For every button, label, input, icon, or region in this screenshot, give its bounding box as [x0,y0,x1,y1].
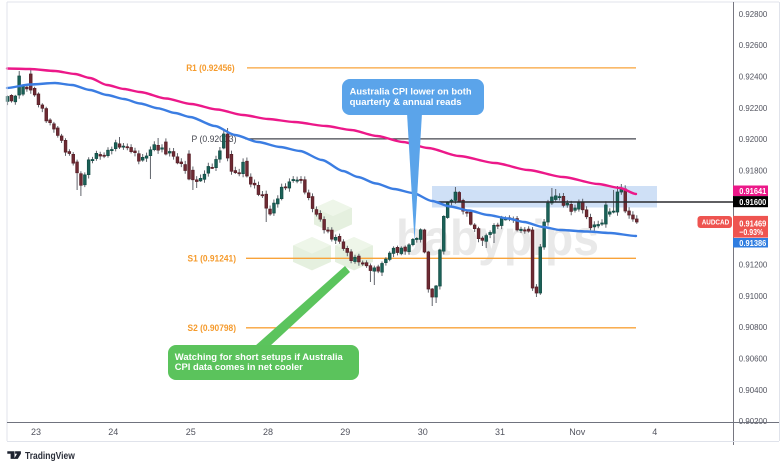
svg-text:0.91000: 0.91000 [739,291,768,301]
svg-text:0.90600: 0.90600 [739,354,768,364]
svg-text:0.91469: 0.91469 [739,218,766,228]
svg-text:30: 30 [418,427,428,437]
svg-text:0.91600: 0.91600 [739,197,766,207]
svg-text:0.90400: 0.90400 [739,385,768,395]
svg-text:Nov: Nov [569,427,586,437]
svg-text:0.92800: 0.92800 [739,9,768,19]
svg-text:Australia CPI lower on both: Australia CPI lower on both [350,87,472,98]
svg-text:0.92400: 0.92400 [739,72,768,82]
svg-text:S2 (0.90798): S2 (0.90798) [188,323,237,333]
svg-text:23: 23 [31,427,41,437]
svg-text:0.91200: 0.91200 [739,260,768,270]
svg-text:31: 31 [495,427,505,437]
svg-text:Watching for short setups if A: Watching for short setups if Australia [175,352,344,363]
svg-text:babypips: babypips [396,210,599,266]
svg-text:29: 29 [340,427,350,437]
svg-text:4: 4 [652,427,657,437]
svg-text:0.90200: 0.90200 [739,416,768,426]
svg-text:25: 25 [186,427,196,437]
svg-text:0.91641: 0.91641 [739,186,766,196]
svg-text:−0.93%: −0.93% [739,227,764,237]
svg-text:P (0.92003): P (0.92003) [192,134,237,144]
svg-text:0.90800: 0.90800 [739,322,768,332]
svg-text:AUDCAD: AUDCAD [702,218,730,227]
svg-text:0.92200: 0.92200 [739,103,768,113]
svg-text:0.92000: 0.92000 [739,134,768,144]
svg-text:24: 24 [108,427,118,437]
svg-text:quarterly & annual reads: quarterly & annual reads [350,97,462,108]
svg-text:0.92600: 0.92600 [739,40,768,50]
svg-text:CPI data comes in net cooler: CPI data comes in net cooler [175,362,303,373]
svg-text:28: 28 [263,427,273,437]
svg-text:0.91386: 0.91386 [739,238,766,248]
svg-text:TradingView: TradingView [25,451,75,462]
svg-text:0.91800: 0.91800 [739,166,768,176]
svg-text:S1 (0.91241): S1 (0.91241) [188,254,237,264]
svg-text:R1 (0.92456): R1 (0.92456) [186,63,235,73]
